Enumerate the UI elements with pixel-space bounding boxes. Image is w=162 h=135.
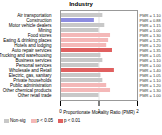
- svg-text:PMR = 1.10: PMR = 1.10: [139, 57, 161, 63]
- svg-text:Motor vehicle dealers: Motor vehicle dealers: [8, 22, 52, 28]
- html-text:p < 0.05: p < 0.05: [36, 118, 53, 123]
- svg-text:PMR = 1.00: PMR = 1.00: [140, 93, 162, 98]
- svg-text:Other retail trade: Other retail trade: [18, 93, 52, 98]
- svg-text:PMR = 1.05: PMR = 1.05: [139, 72, 161, 78]
- svg-text:PMR = 0.88: PMR = 0.88: [139, 17, 161, 23]
- html-text:Industry: Industry: [69, 1, 93, 7]
- svg-text:PMR = 1.20: PMR = 1.20: [139, 82, 161, 88]
- svg-text:Personal services: Personal services: [16, 62, 52, 68]
- svg-text:PMR = 1.25: PMR = 1.25: [139, 37, 161, 43]
- svg-text:PMR = 1.00: PMR = 1.00: [139, 62, 161, 68]
- svg-text:Private households: Private households: [13, 77, 52, 83]
- svg-text:Auto repair services: Auto repair services: [11, 47, 52, 53]
- svg-text:Air transportation: Air transportation: [17, 12, 52, 18]
- svg-text:PMR = 1.10: PMR = 1.10: [139, 77, 161, 83]
- html-text:Non-sig: Non-sig: [10, 118, 26, 123]
- svg-text:PMR = 1.40: PMR = 1.40: [139, 67, 161, 73]
- svg-text:Hotels and lodging: Hotels and lodging: [14, 42, 52, 48]
- svg-text:Business services: Business services: [15, 57, 52, 63]
- svg-text:PMR = 1.35: PMR = 1.35: [139, 47, 161, 53]
- svg-text:0: 0: [59, 109, 62, 114]
- svg-text:Mining: Mining: [38, 27, 52, 33]
- svg-text:Public administration: Public administration: [10, 82, 52, 88]
- html-text:p < 0.01: p < 0.01: [63, 118, 81, 123]
- svg-text:Electric, gas, sanitary: Electric, gas, sanitary: [8, 72, 52, 78]
- svg-text:PMR = 1.15: PMR = 1.15: [139, 22, 161, 28]
- svg-text:Construction: Construction: [26, 17, 52, 23]
- svg-text:Other chemical products: Other chemical products: [2, 87, 52, 93]
- svg-text:PMR = 1.20: PMR = 1.20: [139, 42, 161, 48]
- svg-text:Wholesale and Retail: Wholesale and Retail: [9, 67, 52, 73]
- svg-text:Eating & drinking places: Eating & drinking places: [3, 37, 52, 43]
- svg-text:Food stores: Food stores: [27, 32, 52, 38]
- svg-text:PMR = 1.05: PMR = 1.05: [139, 52, 161, 58]
- svg-text:2: 2: [136, 109, 139, 114]
- svg-text:PMR = 1.30: PMR = 1.30: [139, 32, 161, 38]
- svg-text:PMR = 1.00: PMR = 1.00: [139, 27, 161, 33]
- svg-text:PMR = 1.10: PMR = 1.10: [139, 12, 161, 18]
- svg-text:Proportionate Mortality Ratio: Proportionate Mortality Ratio (PMR): [63, 110, 135, 115]
- svg-text:PMR = 1.30: PMR = 1.30: [139, 87, 161, 93]
